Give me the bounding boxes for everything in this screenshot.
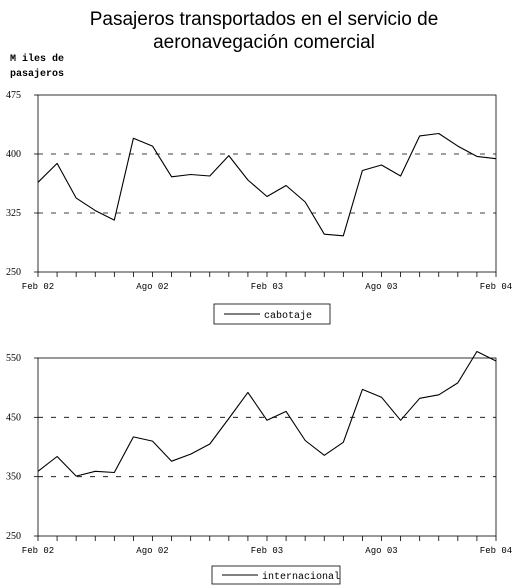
chart-title: Pasajeros transportados en el servicio d… — [0, 8, 528, 54]
chart-panel-1: 250 325 400 475 Feb 02 Ago 02 Feb 03 Ago 03 Feb … — [6, 90, 512, 325]
y-axis-label: M iles de pasajeros — [10, 52, 64, 82]
y-tick-label: 450 — [6, 412, 21, 423]
plot-area-frame — [37, 357, 497, 537]
x-tick-label: Ago 02 — [136, 282, 168, 292]
x-tick-label: Feb 03 — [251, 282, 283, 292]
y-axis-label-line-2: pasajeros — [10, 69, 65, 80]
y-axis-label-line-1: M iles de — [10, 54, 65, 65]
x-tick-label: Ago 02 — [136, 546, 168, 556]
chart-title-line-2: aeronavegación comercial — [153, 32, 375, 53]
x-tick-label: Feb 04 — [480, 282, 512, 292]
legend: cabotaje — [213, 303, 331, 325]
y-tick-label: 400 — [6, 149, 21, 160]
chart-title-line-1: Pasajeros transportados en el servicio d… — [89, 9, 439, 30]
chart-panel-2: 250 350 450 550 Feb 02 Ago 02 Feb 03 Ago 03 Feb … — [6, 350, 512, 585]
x-tick-label: Ago 03 — [365, 546, 397, 556]
x-tick-label: Ago 03 — [365, 282, 397, 292]
y-tick-label: 475 — [6, 90, 21, 101]
series-line-cabotaje — [37, 132, 497, 237]
x-tick-label: Feb 02 — [22, 546, 54, 556]
series-line-internacional — [37, 350, 497, 477]
plot-area-frame — [37, 94, 497, 273]
legend-label: cabotaje — [264, 310, 312, 322]
y-tick-label: 325 — [6, 208, 21, 219]
legend-box — [211, 565, 341, 585]
x-tick-label: Feb 03 — [251, 546, 283, 556]
x-tick-label: Feb 04 — [480, 546, 512, 556]
legend-label: internacional — [262, 571, 340, 583]
x-tick-label: Feb 02 — [22, 282, 54, 292]
y-tick-label: 250 — [6, 267, 21, 278]
legend: internacional — [211, 565, 341, 585]
legend-box — [213, 303, 331, 325]
y-tick-label: 350 — [6, 472, 21, 483]
y-tick-label: 550 — [6, 353, 21, 364]
y-tick-label: 250 — [6, 531, 21, 542]
